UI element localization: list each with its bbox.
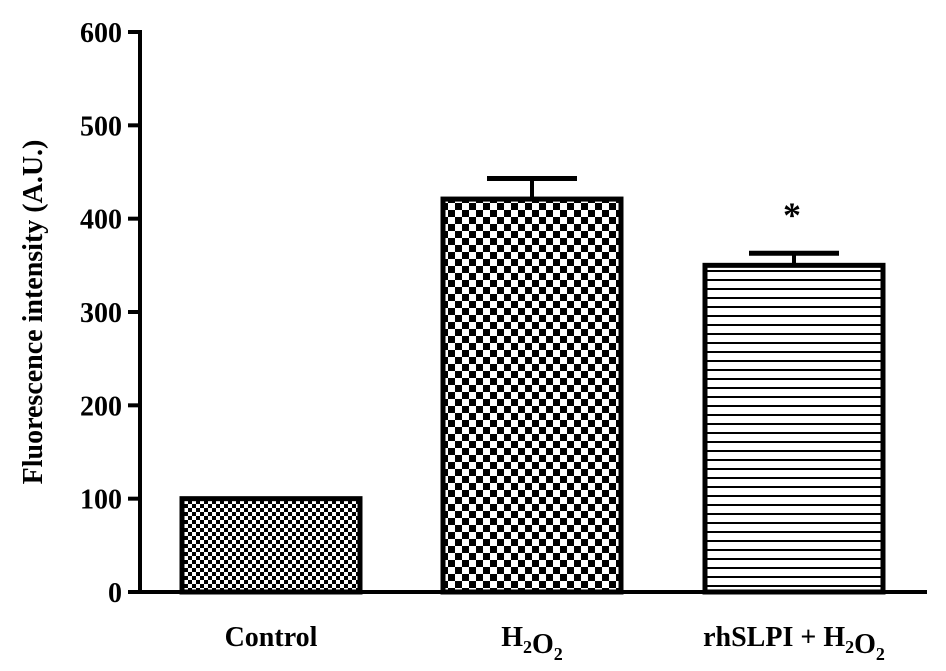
y-tick-label: 100	[80, 485, 122, 516]
y-tick-label: 400	[80, 205, 122, 236]
plot-area: 0 100 200 300 400 500 600 Fluorescence intensit…	[18, 18, 927, 664]
y-tick-label: 200	[80, 391, 122, 422]
bar	[440, 196, 624, 595]
y-tick-label: 300	[80, 298, 122, 329]
subscript: 2	[554, 644, 563, 664]
label-text: Control	[225, 622, 318, 653]
label-text: O	[854, 629, 876, 660]
y-axis-title: Fluorescence intensity (A.U.)	[18, 140, 49, 485]
subscript: 2	[523, 637, 532, 657]
label-text: H	[501, 622, 523, 653]
bar	[179, 496, 363, 595]
y-tick-label: 500	[80, 111, 122, 142]
y-tick-label: 600	[80, 18, 122, 49]
y-tick-label: 0	[108, 578, 122, 609]
label-text: rhSLPI + H	[703, 622, 845, 653]
label-text: O	[532, 629, 554, 660]
significance-asterisk: *	[783, 195, 801, 235]
x-category-label: H2O2	[501, 622, 563, 664]
bar	[702, 262, 886, 595]
x-category-label: rhSLPI + H2O2	[703, 622, 885, 664]
subscript: 2	[845, 637, 854, 657]
subscript: 2	[876, 644, 885, 664]
x-category-label: Control	[225, 622, 318, 653]
